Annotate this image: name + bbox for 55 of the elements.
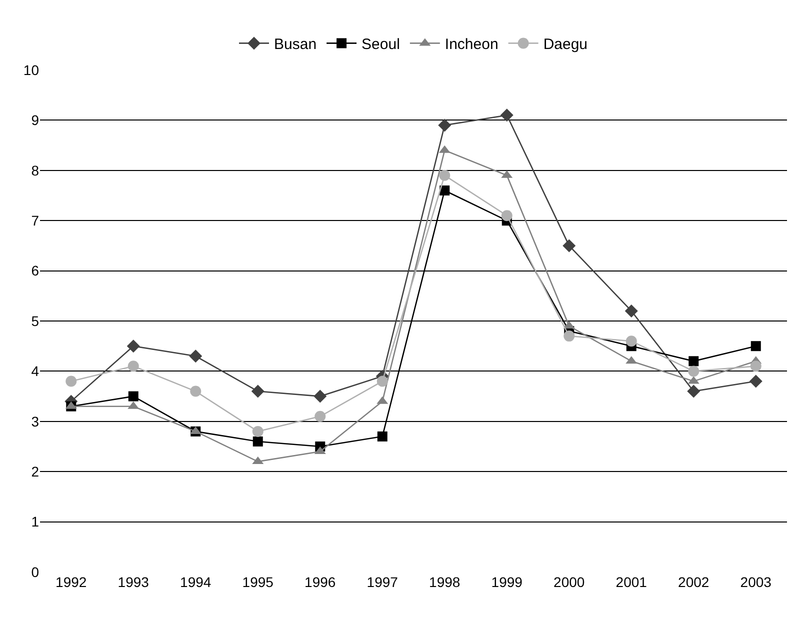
- y-tick-label: 2: [31, 464, 40, 480]
- x-tick-label: 2003: [740, 574, 772, 590]
- y-tick-label: 5: [31, 312, 40, 329]
- point: [500, 108, 514, 122]
- y-tick-label: 8: [31, 162, 40, 178]
- point: [126, 340, 140, 353]
- point: [377, 431, 388, 442]
- point: [438, 118, 452, 132]
- y-tick-label: 0: [31, 564, 40, 580]
- point: [314, 410, 326, 422]
- point: [564, 330, 575, 342]
- legend-label: Busan: [274, 36, 317, 54]
- point: [439, 170, 450, 181]
- point: [314, 390, 327, 403]
- point: [190, 386, 202, 397]
- y-tick-label: 7: [31, 212, 40, 228]
- x-tick-label: 2001: [616, 574, 648, 590]
- point: [251, 384, 264, 398]
- y-tick-label: 10: [23, 62, 40, 78]
- legend-label: Daegu: [543, 36, 588, 54]
- y-tick-label: 3: [31, 413, 40, 430]
- point: [626, 336, 637, 347]
- y-tick-label: 4: [31, 363, 40, 380]
- point: [252, 436, 263, 446]
- point: [189, 350, 202, 363]
- x-tick-label: 1993: [118, 574, 150, 590]
- point: [128, 360, 139, 372]
- point: [750, 341, 761, 352]
- x-tick-label: 2002: [678, 574, 710, 590]
- point: [252, 426, 264, 437]
- point: [624, 304, 638, 318]
- point: [687, 384, 700, 398]
- legend-label: Incheon: [444, 36, 498, 54]
- point: [688, 356, 699, 366]
- point: [66, 376, 77, 387]
- x-tick-label: 1996: [304, 574, 336, 590]
- point: [376, 376, 388, 387]
- point: [128, 391, 138, 402]
- point: [440, 185, 450, 196]
- point: [501, 210, 512, 222]
- y-tick-label: 6: [31, 262, 40, 279]
- point: [562, 239, 576, 252]
- x-tick-label: 1999: [491, 574, 523, 590]
- x-tick-label: 1998: [429, 574, 460, 590]
- x-tick-label: 1997: [366, 574, 398, 590]
- legend-label: Seoul: [362, 36, 400, 54]
- point: [749, 374, 762, 388]
- x-tick-label: 2000: [554, 574, 585, 590]
- x-tick-label: 1994: [180, 574, 212, 590]
- x-tick-label: 1995: [242, 574, 274, 590]
- y-tick-label: 1: [31, 514, 40, 530]
- x-tick-label: 1992: [56, 574, 87, 590]
- point: [688, 366, 700, 377]
- y-tick-label: 9: [31, 112, 40, 128]
- point: [750, 360, 762, 372]
